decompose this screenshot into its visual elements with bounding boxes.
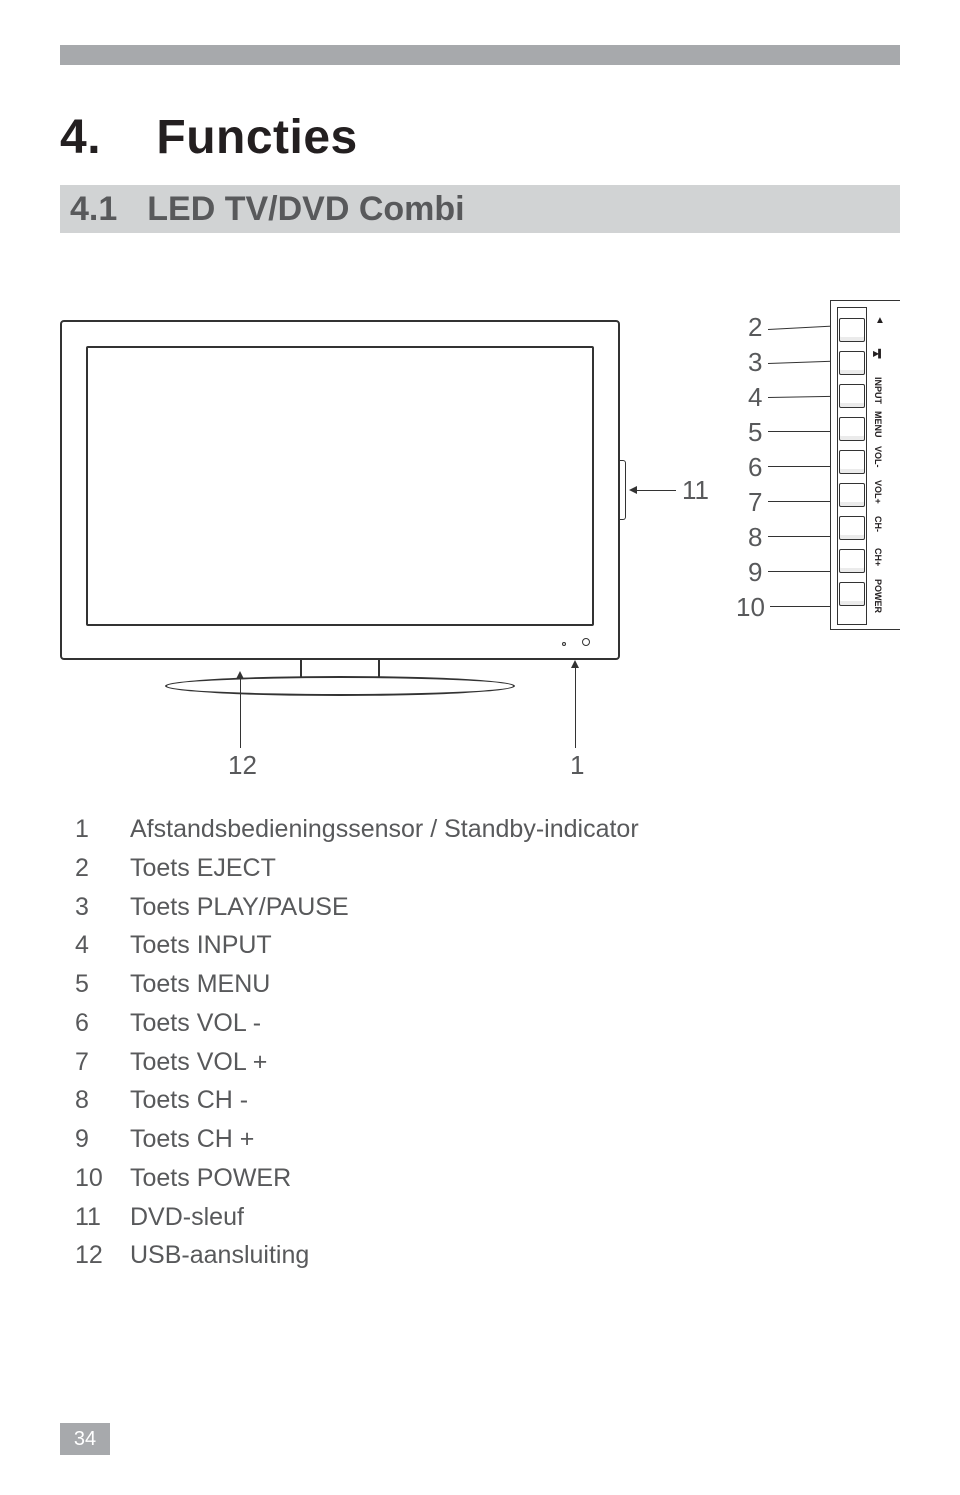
side-num-4: 4: [748, 382, 762, 413]
callout-1: 1: [570, 750, 584, 781]
legend-text: Toets CH +: [130, 1120, 254, 1159]
side-num-2: 2: [748, 312, 762, 343]
legend-row: 7Toets VOL +: [75, 1043, 900, 1082]
panel-button-column: [837, 307, 867, 625]
legend-num: 9: [75, 1120, 130, 1159]
panel-label-input: INPUT: [873, 377, 883, 404]
legend-num: 4: [75, 926, 130, 965]
tv-led-indicator: [562, 642, 566, 646]
page-number: 34: [60, 1423, 110, 1455]
top-gray-bar: [60, 45, 900, 65]
playpause-icon: ▶▌: [873, 349, 883, 358]
panel-btn-eject: [839, 318, 865, 342]
tv-stand-base: [165, 676, 515, 696]
legend-num: 3: [75, 888, 130, 927]
legend-text: Toets POWER: [130, 1159, 291, 1198]
panel-btn-ch-minus: [839, 516, 865, 540]
side-num-6: 6: [748, 452, 762, 483]
tv-screen: [86, 346, 594, 626]
legend-row: 11DVD-sleuf: [75, 1198, 900, 1237]
legend-num: 5: [75, 965, 130, 1004]
legend-list: 1Afstandsbedieningssensor / Standby-indi…: [75, 810, 900, 1275]
eject-icon: ▲: [875, 315, 885, 326]
legend-num: 11: [75, 1198, 130, 1237]
legend-row: 8Toets CH -: [75, 1081, 900, 1120]
chapter-heading: 4. Functies: [60, 110, 358, 165]
chapter-title: Functies: [156, 111, 357, 164]
tv-front-view: [60, 320, 620, 660]
side-num-3: 3: [748, 347, 762, 378]
legend-row: 3Toets PLAY/PAUSE: [75, 888, 900, 927]
panel-label-menu: MENU: [873, 411, 883, 438]
legend-row: 4Toets INPUT: [75, 926, 900, 965]
legend-num: 6: [75, 1004, 130, 1043]
legend-text: Toets EJECT: [130, 849, 276, 888]
legend-num: 8: [75, 1081, 130, 1120]
tv-bezel: [60, 320, 620, 660]
callout-arrow-1: [575, 667, 576, 748]
side-num-8: 8: [748, 522, 762, 553]
callout-11: 11: [682, 475, 709, 506]
panel-label-chplus: CH+: [873, 548, 883, 566]
panel-btn-vol-minus: [839, 450, 865, 474]
legend-num: 2: [75, 849, 130, 888]
legend-num: 7: [75, 1043, 130, 1082]
legend-row: 5Toets MENU: [75, 965, 900, 1004]
section-title: LED TV/DVD Combi: [147, 190, 464, 229]
tv-dvd-slot: [620, 460, 626, 520]
panel-label-volplus: VOL+: [873, 480, 883, 504]
legend-text: Toets MENU: [130, 965, 270, 1004]
legend-num: 10: [75, 1159, 130, 1198]
tv-ir-sensor: [582, 638, 590, 646]
panel-btn-menu: [839, 417, 865, 441]
panel-btn-power: [839, 582, 865, 606]
legend-row: 10Toets POWER: [75, 1159, 900, 1198]
panel-btn-input: [839, 384, 865, 408]
callout-arrow-11: [636, 490, 676, 491]
section-number: 4.1: [70, 190, 117, 229]
panel-label-chminus: CH-: [873, 516, 883, 532]
side-num-9: 9: [748, 557, 762, 588]
chapter-number: 4.: [60, 111, 101, 164]
legend-text: Toets VOL +: [130, 1043, 267, 1082]
legend-num: 1: [75, 810, 130, 849]
tv-side-button-panel: ▲ ▶▌ INPUT MENU VOL- VOL+ CH- CH+ POWER: [830, 300, 900, 630]
panel-btn-ch-plus: [839, 549, 865, 573]
legend-text: Toets CH -: [130, 1081, 248, 1120]
tv-diagram: 11 12 1 2 3 4 5 6 7 8 9 10 ▲ ▶▌: [60, 300, 900, 760]
legend-row: 2Toets EJECT: [75, 849, 900, 888]
legend-row: 1Afstandsbedieningssensor / Standby-indi…: [75, 810, 900, 849]
panel-btn-vol-plus: [839, 483, 865, 507]
section-heading-bar: 4.1 LED TV/DVD Combi: [60, 185, 900, 233]
panel-label-power: POWER: [873, 579, 883, 613]
panel-btn-playpause: [839, 351, 865, 375]
panel-label-volminus: VOL-: [873, 446, 883, 468]
callout-arrow-12: [240, 678, 241, 748]
legend-text: USB-aansluiting: [130, 1236, 309, 1275]
legend-text: DVD-sleuf: [130, 1198, 244, 1237]
legend-num: 12: [75, 1236, 130, 1275]
side-num-7: 7: [748, 487, 762, 518]
legend-row: 12USB-aansluiting: [75, 1236, 900, 1275]
legend-text: Afstandsbedieningssensor / Standby-indic…: [130, 810, 639, 849]
legend-text: Toets PLAY/PAUSE: [130, 888, 349, 927]
legend-text: Toets VOL -: [130, 1004, 261, 1043]
legend-text: Toets INPUT: [130, 926, 272, 965]
callout-12: 12: [228, 750, 257, 781]
legend-row: 6Toets VOL -: [75, 1004, 900, 1043]
legend-row: 9Toets CH +: [75, 1120, 900, 1159]
side-num-5: 5: [748, 417, 762, 448]
side-num-10: 10: [736, 592, 765, 623]
